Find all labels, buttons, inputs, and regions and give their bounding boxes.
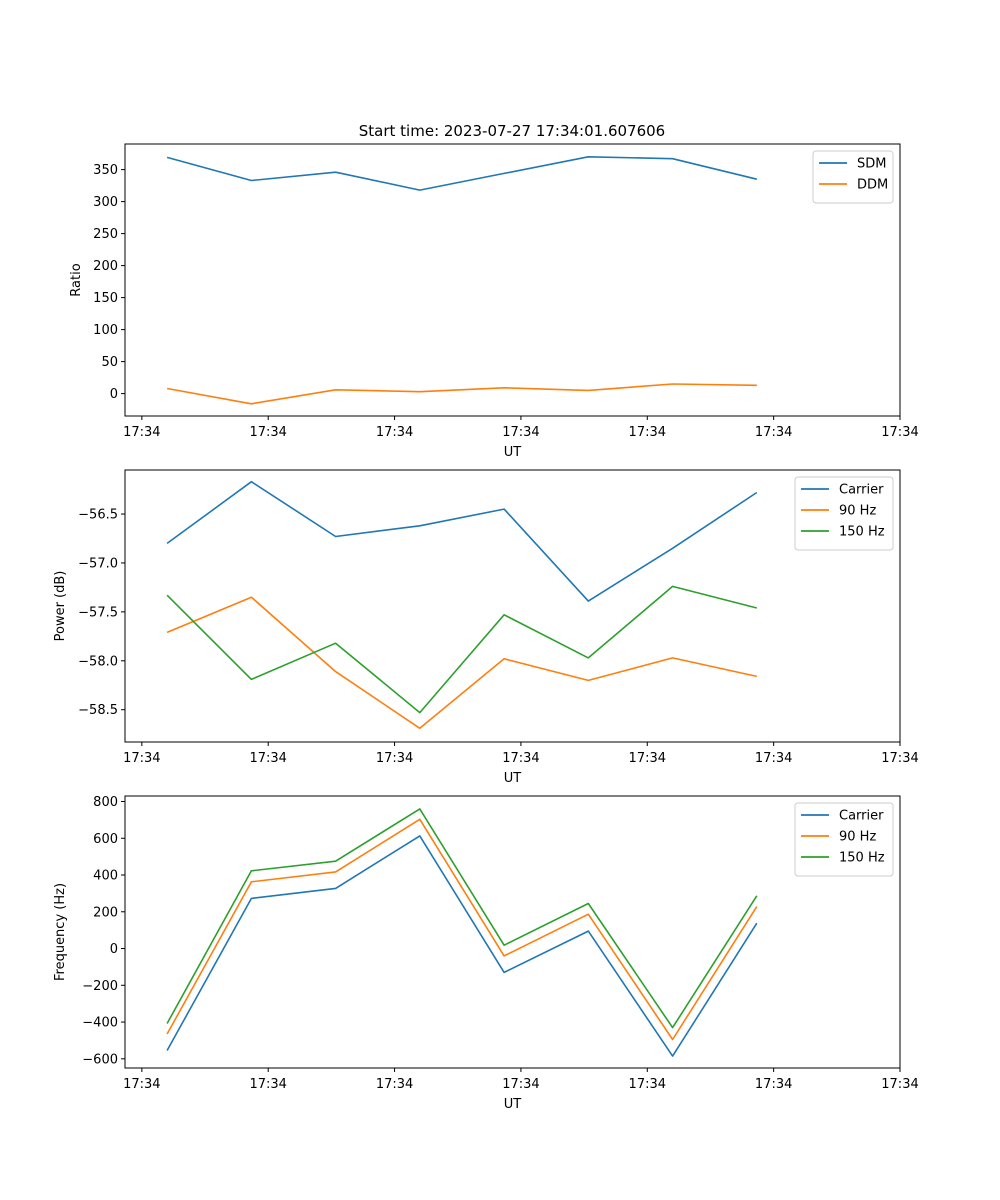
legend-label: Carrier — [839, 483, 884, 498]
y-tick-label: −58.0 — [78, 654, 118, 669]
x-tick-label: 17:34 — [881, 1077, 918, 1092]
figure-title: Start time: 2023-07-27 17:34:01.607606 — [359, 122, 665, 140]
y-tick-label: −57.5 — [78, 605, 118, 620]
x-tick-label: 17:34 — [376, 1077, 413, 1092]
x-tick-label: 17:34 — [376, 751, 413, 766]
y-axis-label: Ratio — [69, 263, 84, 296]
y-tick-label: 0 — [110, 942, 118, 957]
y-tick-label: 250 — [93, 227, 118, 242]
y-tick-label: 0 — [110, 387, 118, 402]
y-tick-label: −400 — [82, 1016, 118, 1031]
x-tick-label: 17:34 — [249, 1077, 286, 1092]
x-tick-label: 17:34 — [502, 751, 539, 766]
x-tick-label: 17:34 — [123, 425, 160, 440]
series-line-carrier — [166, 835, 758, 1057]
y-tick-label: 100 — [93, 323, 118, 338]
subplot-1: 17:34 17:34 17:34 17:34 17:34 17:34 17:34 0 50 10… — [69, 143, 919, 460]
axes-frame — [124, 795, 901, 1069]
legend-label: 150 Hz — [839, 851, 885, 866]
series-line-carrier — [166, 480, 758, 602]
legend-label: 90 Hz — [839, 830, 876, 845]
x-tick-label: 17:34 — [629, 1077, 666, 1092]
y-tick-label: 300 — [93, 195, 118, 210]
legend-label: Carrier — [839, 809, 884, 824]
y-axis-label: Frequency (Hz) — [53, 883, 68, 981]
x-axis-label: UT — [504, 771, 522, 786]
x-tick-label: 17:34 — [123, 751, 160, 766]
x-tick-label: 17:34 — [881, 425, 918, 440]
legend: SDM DDM — [812, 150, 894, 204]
legend: Carrier 90 Hz 150 Hz — [794, 802, 894, 877]
y-tick-label: 400 — [93, 869, 118, 884]
x-tick-label: 17:34 — [249, 751, 286, 766]
x-tick-label: 17:34 — [881, 751, 918, 766]
x-tick-label: 17:34 — [755, 751, 792, 766]
series-line-150-hz — [166, 808, 758, 1029]
y-tick-label: −200 — [82, 979, 118, 994]
series-line-ddm — [166, 383, 757, 405]
x-axis-label: UT — [504, 445, 522, 460]
y-tick-label: 150 — [93, 291, 118, 306]
x-tick-label: 17:34 — [502, 425, 539, 440]
y-tick-label: −57.0 — [78, 556, 118, 571]
y-axis-label: Power (dB) — [53, 571, 68, 642]
subplot-3: 17:34 17:34 17:34 17:34 17:34 17:34 17:34 −600 −… — [53, 795, 919, 1112]
y-tick-label: −600 — [82, 1052, 118, 1067]
x-tick-label: 17:34 — [755, 425, 792, 440]
y-tick-label: 50 — [101, 355, 118, 370]
y-tick-label: −56.5 — [78, 508, 118, 523]
y-tick-label: 600 — [93, 832, 118, 847]
x-tick-label: 17:34 — [629, 751, 666, 766]
axes-frame — [124, 469, 901, 743]
axes-frame — [124, 143, 901, 417]
y-tick-label: 200 — [93, 259, 118, 274]
x-tick-label: 17:34 — [249, 425, 286, 440]
x-tick-label: 17:34 — [376, 425, 413, 440]
legend-label: 150 Hz — [839, 525, 885, 540]
series-line-90-hz — [166, 596, 757, 730]
legend-label: 90 Hz — [839, 504, 876, 519]
series-line-sdm — [166, 156, 757, 191]
subplot-panels: 17:34 17:34 17:34 17:34 17:34 17:34 17:34 0 50 10… — [53, 143, 919, 1112]
x-tick-label: 17:34 — [123, 1077, 160, 1092]
y-tick-label: 800 — [93, 795, 118, 810]
subplot-2: 17:34 17:34 17:34 17:34 17:34 17:34 17:34 −58.5… — [53, 469, 919, 786]
y-tick-label: −58.5 — [78, 703, 118, 718]
y-tick-label: 200 — [93, 905, 118, 920]
series-line-90-hz — [166, 818, 758, 1041]
series-line-150-hz — [166, 585, 757, 714]
x-tick-label: 17:34 — [502, 1077, 539, 1092]
legend-label: SDM — [857, 157, 886, 172]
x-tick-label: 17:34 — [755, 1077, 792, 1092]
legend-box — [812, 150, 894, 204]
x-tick-label: 17:34 — [629, 425, 666, 440]
x-axis-label: UT — [504, 1097, 522, 1112]
y-tick-label: 350 — [93, 163, 118, 178]
legend-label: DDM — [857, 178, 888, 193]
legend: Carrier 90 Hz 150 Hz — [794, 476, 894, 551]
